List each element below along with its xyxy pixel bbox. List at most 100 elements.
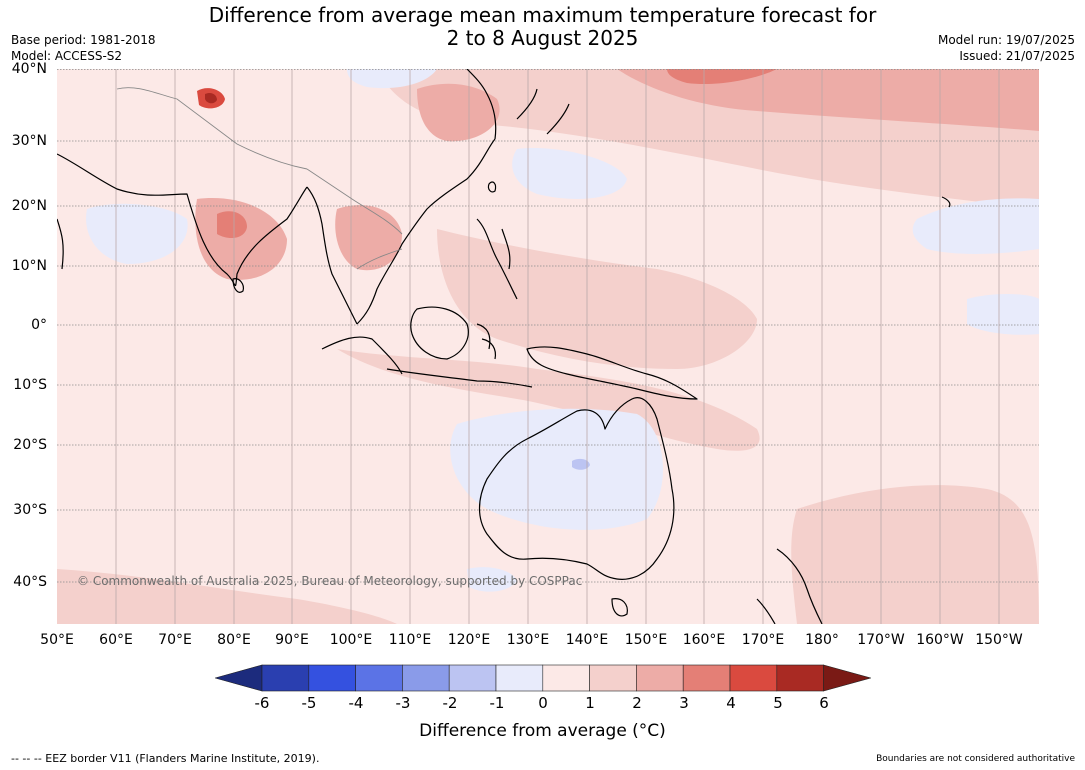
lon-tick-170w: 170°W <box>857 632 905 648</box>
anomaly-shading <box>57 69 1039 624</box>
coast-hawaii <box>941 196 951 208</box>
colorbar-extend-low <box>215 664 263 692</box>
coast-china <box>466 69 497 140</box>
colorbar-extend-high <box>823 664 871 692</box>
coast-india <box>57 153 308 287</box>
coast-arabian-peninsula <box>57 218 64 270</box>
anomaly-cool-north-china <box>347 69 437 89</box>
coast-borneo <box>410 306 469 360</box>
issued-text: Issued: 21/07/2025 <box>959 49 1075 63</box>
colorbar-label: -3 <box>395 694 411 712</box>
eez-border-note: -- -- -- EEZ border V11 (Flanders Marine… <box>11 752 320 765</box>
anomaly-cool-australia <box>450 408 664 530</box>
lat-tick-10n: 10°N <box>11 258 47 274</box>
title-line-1: Difference from average mean maximum tem… <box>208 3 877 27</box>
coast-australia <box>478 397 675 580</box>
anomaly-tibet-peak <box>205 92 217 104</box>
model-text: Model: ACCESS-S2 <box>11 49 123 63</box>
lat-tick-30n: 30°N <box>11 133 47 149</box>
colorbar-label: 4 <box>726 694 736 712</box>
coast-java <box>386 368 533 388</box>
lat-tick-20n: 20°N <box>11 198 47 214</box>
coast-new-guinea <box>526 346 698 400</box>
coast-taiwan <box>487 181 497 193</box>
lat-tick-30s: 30°S <box>13 502 47 518</box>
colorbar-segments <box>215 664 871 692</box>
coast-tasmania <box>611 598 628 617</box>
coastlines <box>57 69 951 624</box>
colorbar-label: 6 <box>819 694 829 712</box>
anomaly-north-pacific-peak <box>667 69 777 85</box>
coast-bay-of-bengal <box>306 186 358 325</box>
colorbar-label: -4 <box>348 694 364 712</box>
colorbar <box>215 664 871 692</box>
meta-left: Base period: 1981-2018 Model: ACCESS-S2 <box>11 32 156 64</box>
lon-tick-50e: 50°E <box>40 632 74 648</box>
anomaly-china <box>417 83 500 142</box>
model-run-text: Model run: 19/07/2025 <box>937 33 1075 47</box>
colorbar-label: 1 <box>585 694 595 712</box>
colorbar-label: -2 <box>442 694 458 712</box>
map-copyright: © Commonwealth of Australia 2025, Bureau… <box>77 574 582 588</box>
colorbar-label: 0 <box>538 694 548 712</box>
lon-tick-110e: 110°E <box>388 632 432 648</box>
anomaly-indonesia <box>337 349 760 451</box>
forecast-map: © Commonwealth of Australia 2025, Bureau… <box>57 69 1039 624</box>
lon-tick-150w: 150°W <box>975 632 1023 648</box>
lon-tick-160w: 160°W <box>916 632 964 648</box>
lon-tick-180: 180° <box>805 632 839 648</box>
meridians <box>115 69 1000 624</box>
coast-philippines <box>476 218 518 300</box>
colorbar-label: -5 <box>301 694 317 712</box>
borders <box>116 87 403 270</box>
coast-korea-japan <box>516 88 570 135</box>
colorbar-label: 5 <box>773 694 783 712</box>
anomaly-north-pacific-core <box>617 69 1039 131</box>
anomaly-southern-indian <box>57 569 397 624</box>
meta-right: Model run: 19/07/2025 Issued: 21/07/2025 <box>938 32 1075 64</box>
lon-tick-160e: 160°E <box>682 632 726 648</box>
lon-tick-100e: 100°E <box>329 632 373 648</box>
lon-tick-60e: 60°E <box>99 632 133 648</box>
colorbar-segment <box>308 664 356 692</box>
colorbar-segment <box>448 664 497 692</box>
lat-tick-40n: 40°N <box>11 61 47 77</box>
chart-title: Difference from average mean maximum tem… <box>0 4 1085 50</box>
anomaly-cool-australia-core <box>572 458 590 470</box>
colorbar-segment <box>682 664 731 692</box>
anomaly-cool-arabian-sea <box>86 203 188 264</box>
lat-tick-10s: 10°S <box>13 377 47 393</box>
anomaly-west-pacific <box>437 229 757 369</box>
anomaly-india-core <box>217 211 247 239</box>
colorbar-label: -1 <box>489 694 505 712</box>
colorbar-segment <box>495 664 544 692</box>
lat-tick-20s: 20°S <box>13 437 47 453</box>
colorbar-segment <box>729 664 778 692</box>
boundaries-disclaimer: Boundaries are not considered authoritat… <box>876 754 1075 764</box>
colorbar-segment <box>402 664 450 692</box>
coast-sri-lanka <box>232 278 244 293</box>
colorbar-segment <box>261 664 310 692</box>
lon-tick-130e: 130°E <box>506 632 550 648</box>
colorbar-segment <box>542 664 590 692</box>
lon-tick-150e: 150°E <box>624 632 668 648</box>
lon-tick-120e: 120°E <box>447 632 491 648</box>
anomaly-cool-tasman <box>467 567 517 592</box>
lat-tick-40s: 40°S <box>13 574 47 590</box>
coast-malay-peninsula <box>356 138 496 325</box>
coast-sumatra <box>321 336 403 375</box>
lat-tick-0: 0° <box>31 317 47 333</box>
colorbar-segment <box>355 664 403 692</box>
base-period-text: Base period: 1981-2018 <box>11 33 156 47</box>
title-line-2: 2 to 8 August 2025 <box>446 26 639 50</box>
lon-tick-90e: 90°E <box>275 632 309 648</box>
colorbar-label: 3 <box>679 694 689 712</box>
colorbar-segment <box>776 664 824 692</box>
colorbar-label: -6 <box>254 694 270 712</box>
lon-tick-70e: 70°E <box>158 632 192 648</box>
anomaly-cool-east-pacific <box>912 198 1039 254</box>
anomaly-indochina <box>335 205 402 271</box>
lon-tick-140e: 140°E <box>565 632 609 648</box>
coast-sulawesi <box>476 323 497 360</box>
lon-tick-170e: 170°E <box>741 632 785 648</box>
